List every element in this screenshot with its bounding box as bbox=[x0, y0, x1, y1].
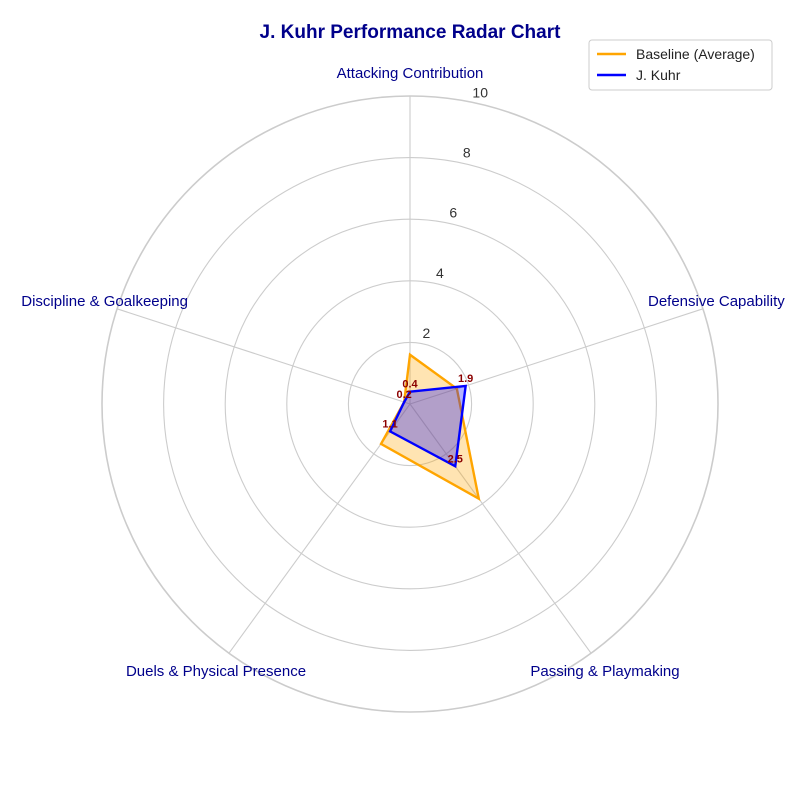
radar-series bbox=[379, 352, 481, 502]
legend: Baseline (Average) J. Kuhr bbox=[588, 39, 773, 91]
radial-tick-label: 6 bbox=[449, 205, 457, 221]
category-axis-label: Duels & Physical Presence bbox=[126, 663, 306, 680]
grid-spoke bbox=[409, 403, 592, 654]
data-label: 1.9 bbox=[458, 373, 473, 385]
category-axis-label: Passing & Playmaking bbox=[530, 663, 679, 680]
radial-tick-label: 2 bbox=[423, 325, 431, 341]
data-label: 0.4 bbox=[402, 379, 418, 391]
grid-spoke bbox=[116, 308, 411, 405]
grid-spoke bbox=[228, 403, 411, 654]
data-label: 2.5 bbox=[448, 453, 463, 465]
series-player-area bbox=[388, 384, 468, 469]
radial-tick-label: 8 bbox=[463, 145, 471, 161]
category-axis-label: Attacking Contribution bbox=[337, 65, 484, 82]
category-axis-label: Discipline & Goalkeeping bbox=[21, 293, 188, 310]
category-axis-label: Defensive Capability bbox=[648, 293, 785, 310]
legend-entry: Baseline (Average) bbox=[636, 46, 755, 62]
radial-tick-label: 4 bbox=[436, 265, 444, 281]
radial-tick-label: 10 bbox=[472, 84, 488, 100]
legend-entry: J. Kuhr bbox=[636, 67, 681, 83]
radar-labels: 0.4 1.9 2.5 1.1 0.2 Attacking Contribution Def… bbox=[21, 65, 785, 680]
data-label: 1.1 bbox=[382, 418, 397, 430]
grid-spoke bbox=[409, 308, 704, 405]
series-baseline-area bbox=[379, 352, 481, 502]
radar-grid: 2 4 6 8 10 bbox=[101, 84, 719, 713]
data-label: 0.2 bbox=[396, 389, 411, 401]
legend-box bbox=[588, 39, 773, 91]
chart-title: J. Kuhr Performance Radar Chart bbox=[260, 22, 562, 43]
